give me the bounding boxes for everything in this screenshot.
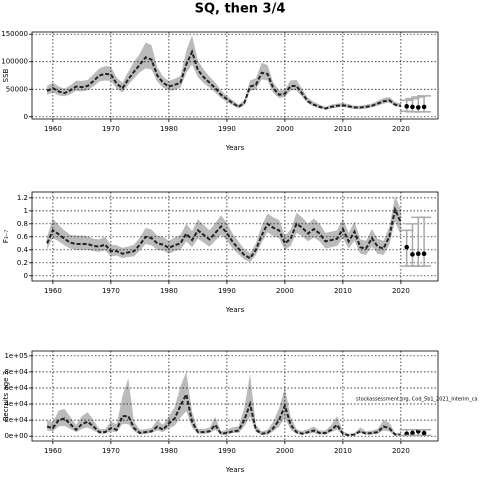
y-tick-label: 50000 [6, 85, 28, 93]
x-tick-label: 2010 [334, 125, 352, 133]
estimate-line [46, 206, 402, 260]
y-tick-label: 6e+04 [4, 384, 28, 392]
projection-point [410, 430, 415, 436]
projection-point [415, 251, 421, 257]
x-tick-label: 1960 [44, 447, 62, 455]
projection-point [421, 430, 427, 436]
y-tick-label: 1.2 [17, 194, 28, 202]
x-axis-label: Years [225, 144, 245, 152]
x-tick-label: 1990 [218, 447, 236, 455]
x-tick-label: 2000 [276, 287, 294, 295]
y-tick-label: 0.4 [17, 246, 29, 254]
y-tick-label: 100000 [1, 58, 28, 66]
projection-point [410, 104, 415, 110]
projection-point [415, 105, 421, 110]
y-tick-label: 4e+04 [4, 400, 28, 408]
x-tick-label: 2010 [334, 447, 352, 455]
plot-frame [31, 31, 439, 120]
x-tick-label: 2000 [276, 125, 294, 133]
x-tick-label: 1980 [160, 447, 178, 455]
y-tick-label: 8e+04 [4, 368, 28, 376]
x-tick-label: 2020 [392, 447, 410, 455]
y-tick-label: 150000 [1, 30, 28, 38]
y-tick-label: 0.8 [17, 220, 28, 228]
x-tick-label: 2020 [392, 125, 410, 133]
x-tick-label: 2020 [392, 287, 410, 295]
y-tick-label: 0 [24, 113, 28, 121]
x-tick-label: 1970 [102, 125, 120, 133]
plot-frame [31, 350, 439, 442]
y-tick-label: 0 [24, 272, 28, 280]
projection-point [410, 252, 415, 257]
projection-point [421, 104, 427, 110]
projection-point [421, 251, 427, 257]
x-tick-label: 1990 [218, 125, 236, 133]
projection-point [404, 104, 409, 109]
y-tick-label: 0e+00 [4, 432, 28, 440]
x-tick-label: 1960 [44, 287, 62, 295]
projection-point [404, 244, 409, 250]
x-tick-label: 1980 [160, 287, 178, 295]
x-axis-label: Years [225, 306, 245, 314]
y-tick-label: 0.2 [17, 259, 28, 267]
x-tick-label: 2000 [276, 447, 294, 455]
x-tick-label: 1960 [44, 125, 62, 133]
y-tick-label: 2e+04 [4, 416, 28, 424]
estimate-line [46, 49, 402, 110]
x-tick-label: 1980 [160, 125, 178, 133]
x-axis-label: Years [225, 466, 245, 474]
y-axis-label: F₃₋₇ [2, 230, 10, 244]
x-tick-label: 2010 [334, 287, 352, 295]
x-tick-label: 1970 [102, 447, 120, 455]
y-tick-label: 1 [24, 207, 28, 215]
confidence-band [47, 35, 401, 110]
annotation: stockassessment.org, Cod_5b1_2021_Interi… [356, 397, 478, 403]
x-tick-label: 1990 [218, 287, 236, 295]
y-tick-label: 0.6 [17, 233, 29, 241]
y-axis-label: Recruits age 3 [2, 371, 10, 421]
x-tick-label: 1970 [102, 287, 120, 295]
confidence-band [47, 371, 401, 436]
estimate-line [46, 391, 401, 437]
y-tick-label: 1e+05 [4, 352, 28, 360]
figure-title: SQ, then 3/4 [195, 2, 286, 17]
y-axis-label: SSB [2, 68, 10, 82]
